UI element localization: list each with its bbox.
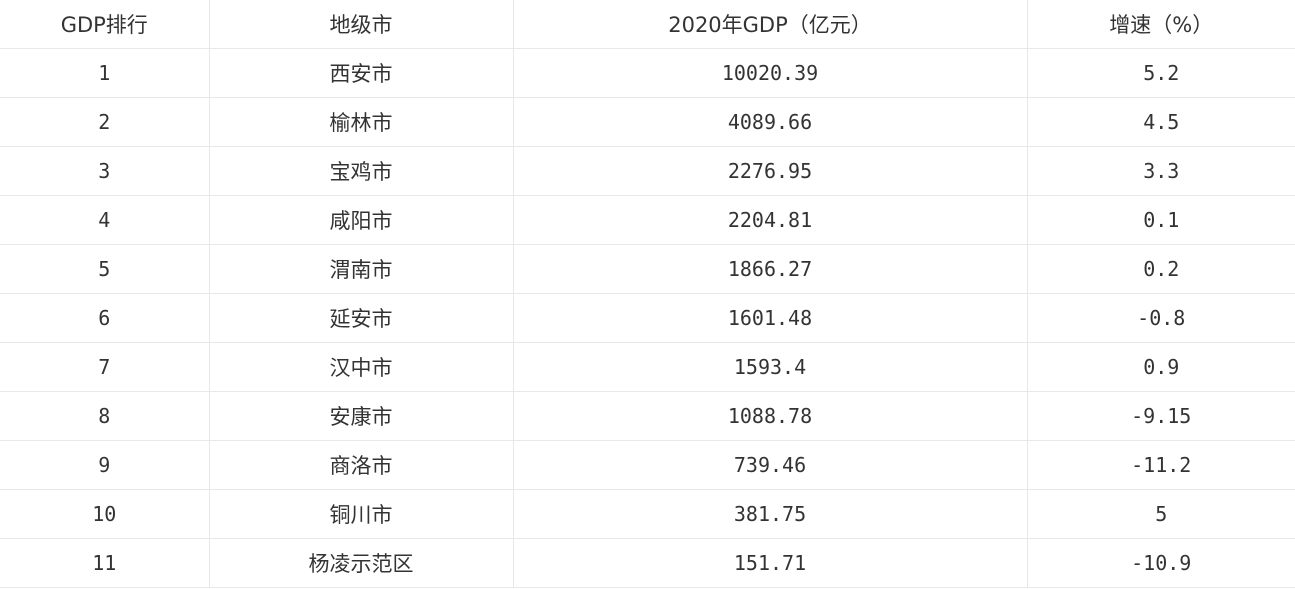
growth-cell: 0.2	[1027, 244, 1295, 294]
table-row: 5 渭南市 1866.27 0.2	[0, 244, 1295, 294]
gdp-cell: 381.75	[513, 489, 1028, 539]
rank-cell: 2	[0, 97, 210, 147]
table-row: 9 商洛市 739.46 -11.2	[0, 440, 1295, 490]
city-cell: 杨凌示范区	[209, 538, 514, 588]
header-city: 地级市	[209, 0, 514, 49]
growth-cell: 5	[1027, 489, 1295, 539]
gdp-cell: 1088.78	[513, 391, 1028, 441]
rank-cell: 5	[0, 244, 210, 294]
gdp-cell: 739.46	[513, 440, 1028, 490]
city-cell: 咸阳市	[209, 195, 514, 245]
growth-cell: -9.15	[1027, 391, 1295, 441]
table-header-row: GDP排行 地级市 2020年GDP（亿元） 增速（%）	[0, 0, 1295, 49]
table-row: 3 宝鸡市 2276.95 3.3	[0, 146, 1295, 196]
growth-cell: -11.2	[1027, 440, 1295, 490]
growth-cell: 0.9	[1027, 342, 1295, 392]
rank-cell: 3	[0, 146, 210, 196]
table-body: 1 西安市 10020.39 5.2 2 榆林市 4089.66 4.5 3 宝鸡市 2276.95…	[0, 48, 1295, 588]
city-cell: 汉中市	[209, 342, 514, 392]
gdp-cell: 151.71	[513, 538, 1028, 588]
city-cell: 延安市	[209, 293, 514, 343]
gdp-cell: 1593.4	[513, 342, 1028, 392]
table-row: 2 榆林市 4089.66 4.5	[0, 97, 1295, 147]
table-row: 4 咸阳市 2204.81 0.1	[0, 195, 1295, 245]
gdp-cell: 10020.39	[513, 48, 1028, 98]
city-cell: 商洛市	[209, 440, 514, 490]
gdp-cell: 2276.95	[513, 146, 1028, 196]
gdp-cell: 1601.48	[513, 293, 1028, 343]
growth-cell: 3.3	[1027, 146, 1295, 196]
gdp-cell: 2204.81	[513, 195, 1028, 245]
rank-cell: 8	[0, 391, 210, 441]
city-cell: 渭南市	[209, 244, 514, 294]
table-row: 8 安康市 1088.78 -9.15	[0, 391, 1295, 441]
header-rank: GDP排行	[0, 0, 210, 49]
rank-cell: 10	[0, 489, 210, 539]
table-row: 1 西安市 10020.39 5.2	[0, 48, 1295, 98]
table-row: 7 汉中市 1593.4 0.9	[0, 342, 1295, 392]
header-growth-rate: 增速（%）	[1027, 0, 1295, 49]
gdp-cell: 4089.66	[513, 97, 1028, 147]
gdp-cell: 1866.27	[513, 244, 1028, 294]
rank-cell: 7	[0, 342, 210, 392]
table-row: 10 铜川市 381.75 5	[0, 489, 1295, 539]
growth-cell: -10.9	[1027, 538, 1295, 588]
rank-cell: 11	[0, 538, 210, 588]
city-cell: 榆林市	[209, 97, 514, 147]
table-row: 6 延安市 1601.48 -0.8	[0, 293, 1295, 343]
city-cell: 宝鸡市	[209, 146, 514, 196]
growth-cell: 4.5	[1027, 97, 1295, 147]
city-cell: 安康市	[209, 391, 514, 441]
rank-cell: 6	[0, 293, 210, 343]
rank-cell: 4	[0, 195, 210, 245]
city-cell: 西安市	[209, 48, 514, 98]
header-gdp-2020: 2020年GDP（亿元）	[513, 0, 1028, 49]
growth-cell: -0.8	[1027, 293, 1295, 343]
rank-cell: 1	[0, 48, 210, 98]
city-cell: 铜川市	[209, 489, 514, 539]
table-row: 11 杨凌示范区 151.71 -10.9	[0, 538, 1295, 588]
growth-cell: 5.2	[1027, 48, 1295, 98]
growth-cell: 0.1	[1027, 195, 1295, 245]
rank-cell: 9	[0, 440, 210, 490]
